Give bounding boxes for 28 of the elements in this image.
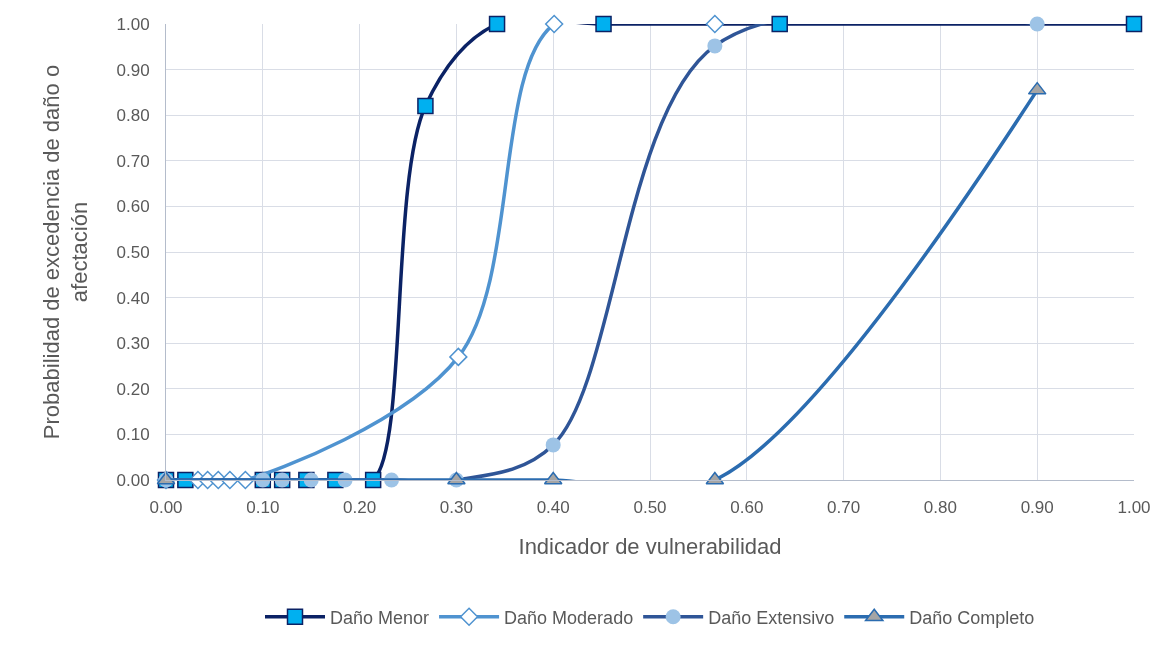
x-tick-label: 0.70	[827, 498, 861, 518]
y-tick-label: 0.00	[116, 470, 150, 490]
x-axis-title: Indicador de vulnerabilidad	[518, 534, 782, 560]
legend-label: Daño Menor	[330, 607, 430, 628]
y-tick-label: 1.00	[116, 14, 150, 34]
x-tick-label: 0.80	[923, 498, 957, 518]
y-axis-title: Probabilidad de excedencia de daño o afectación	[38, 64, 93, 440]
y-tick-label: 0.70	[116, 151, 150, 171]
y-tick-label: 0.10	[116, 425, 150, 445]
y-tick-label: 0.60	[116, 197, 150, 217]
y-tick-label: 0.30	[116, 334, 150, 354]
legend-label: Daño Extensivo	[708, 607, 835, 628]
y-tick-label: 0.20	[116, 379, 150, 399]
x-tick-label: 0.30	[439, 498, 473, 518]
y-tick-label: 0.40	[116, 288, 150, 308]
x-tick-label: 0.00	[149, 498, 183, 518]
y-tick-label: 0.50	[116, 242, 150, 262]
legend-label: Daño Moderado	[504, 607, 634, 628]
x-tick-label: 0.40	[536, 498, 570, 518]
y-tick-label: 0.90	[116, 60, 150, 80]
x-tick-label: 1.00	[1117, 498, 1151, 518]
x-tick-label: 0.20	[343, 498, 377, 518]
x-tick-label: 0.10	[246, 498, 280, 518]
y-tick-label: 0.80	[116, 106, 150, 126]
x-tick-label: 0.90	[1020, 498, 1054, 518]
x-tick-label: 0.60	[730, 498, 764, 518]
x-tick-label: 0.50	[633, 498, 667, 518]
legend-label: Daño Completo	[909, 607, 1035, 628]
